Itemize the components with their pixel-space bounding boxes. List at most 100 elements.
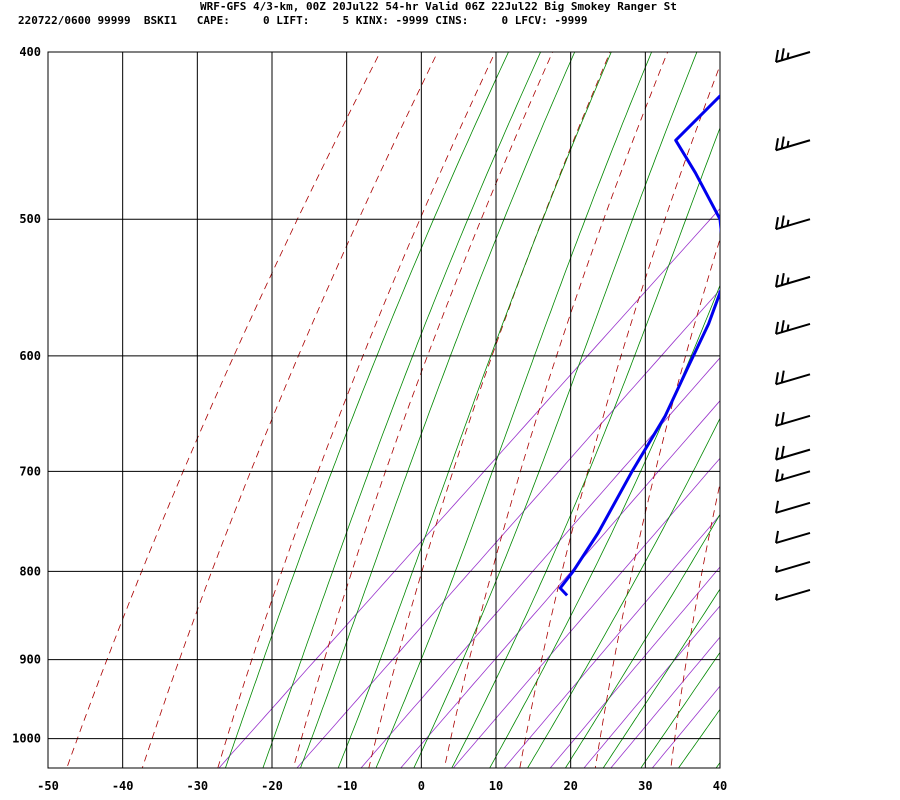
moist-adiabat-line	[375, 52, 653, 768]
y-tick-label: 500	[19, 212, 41, 226]
dry-adiabat-line	[443, 52, 669, 768]
mixing-ratio-line	[583, 605, 720, 768]
moist-adiabat-line	[715, 761, 720, 768]
wind-barb-flag	[775, 372, 779, 385]
wind-barb-flag	[780, 136, 785, 149]
x-tick-label: -40	[112, 779, 134, 793]
y-tick-label: 700	[19, 464, 41, 478]
wind-barb	[775, 320, 811, 335]
wind-barb-flag	[775, 500, 779, 513]
mixing-ratio-line	[400, 400, 720, 768]
mixing-ratio-line	[549, 566, 720, 768]
wind-barb-half-flag	[786, 140, 790, 148]
mixing-ratio-line	[360, 357, 720, 768]
wind-barb-flag	[780, 370, 785, 383]
sounding-series	[558, 52, 900, 597]
wind-barb-staff	[775, 470, 811, 483]
wind-barb	[775, 469, 811, 483]
chart-title: WRF-GFS 4/3-km, 00Z 20Jul22 54-hr Valid …	[200, 0, 677, 13]
x-tick-label: 0	[418, 779, 425, 793]
x-tick-label: -10	[336, 779, 358, 793]
wind-barb-half-flag	[786, 219, 790, 226]
background-lines	[66, 14, 900, 783]
wind-barbs	[775, 48, 811, 601]
y-tick-label: 800	[19, 564, 41, 578]
temperature-line	[768, 52, 900, 597]
wind-barb-flag	[775, 530, 779, 544]
moist-adiabat-line	[743, 14, 900, 783]
mixing-ratio-line	[503, 514, 720, 768]
x-tick-label: -30	[186, 779, 208, 793]
dry-adiabat-line	[217, 52, 496, 768]
wind-barb	[775, 588, 811, 601]
moist-adiabat-line	[818, 14, 900, 783]
wind-barb-staff	[775, 51, 811, 63]
wind-barb	[775, 411, 811, 427]
moist-adiabat-line	[678, 708, 720, 768]
y-tick-label: 1000	[12, 732, 41, 746]
moist-adiabat-line	[780, 14, 900, 783]
wind-barb-flag	[780, 320, 785, 333]
wind-barb-staff	[775, 561, 811, 573]
dry-adiabat-line	[141, 52, 439, 768]
x-tick-label: 20	[563, 779, 577, 793]
chart-header: WRF-GFS 4/3-km, 00Z 20Jul22 54-hr Valid …	[0, 0, 900, 40]
mixing-ratio-line	[452, 457, 720, 768]
wind-barb	[775, 273, 811, 288]
dry-adiabat-line	[594, 237, 720, 768]
wind-barb	[775, 215, 811, 231]
wind-barb-flag	[775, 217, 779, 230]
wind-barb-flag	[780, 48, 785, 61]
wind-barb-flag	[780, 411, 785, 425]
x-tick-label: -20	[261, 779, 283, 793]
wind-barb-staff	[775, 501, 811, 514]
x-tick-label: 10	[489, 779, 503, 793]
moist-adiabat-line	[451, 126, 720, 768]
wind-barb-flag	[775, 274, 779, 288]
wind-barb-half-flag	[775, 593, 778, 601]
moist-adiabat-line	[224, 52, 509, 768]
mixing-ratio-line	[651, 685, 720, 768]
dry-adiabat-line	[66, 52, 381, 768]
wind-barb-flag	[780, 215, 785, 228]
plot-frame	[47, 51, 721, 769]
dry-adiabat-line	[292, 52, 554, 768]
wind-barb-staff	[775, 218, 811, 231]
wind-barb	[775, 530, 811, 544]
wind-barb-flag	[775, 321, 779, 335]
wind-barb-staff	[775, 275, 811, 288]
wind-barb-half-flag	[780, 473, 784, 480]
station-info-line: 220722/0600 99999 BSKI1 CAPE: 0 LIFT: 5 …	[18, 14, 588, 27]
wind-barb-staff	[775, 414, 811, 427]
moist-adiabat-line	[413, 52, 698, 768]
mixing-ratio-line	[296, 289, 720, 768]
grid-lines	[48, 52, 720, 768]
moist-adiabat-line	[300, 52, 576, 768]
wind-barb	[775, 370, 811, 386]
y-tick-label: 900	[19, 653, 41, 667]
mixing-ratio-line	[218, 207, 720, 768]
moist-adiabat-line	[337, 52, 612, 768]
wind-barb	[775, 500, 811, 514]
wind-barb-flag	[775, 413, 779, 426]
x-tick-label: -50	[37, 779, 59, 793]
wind-barb-staff	[775, 373, 811, 386]
wind-barb-half-flag	[786, 277, 790, 284]
moist-adiabat-line	[262, 52, 542, 768]
wind-barb-flag	[780, 273, 785, 286]
wind-barb-half-flag	[786, 52, 790, 59]
dewpoint-line	[558, 93, 720, 597]
wind-barb-flag	[775, 49, 779, 63]
wind-barb-half-flag	[775, 565, 778, 573]
y-axis-ticks: 400 500 600 700 800 900 1000	[12, 45, 41, 746]
moist-adiabat-line	[640, 651, 720, 768]
wind-barb	[775, 445, 811, 461]
wind-barb-flag	[775, 138, 779, 151]
wind-barb-staff	[775, 448, 811, 461]
wind-barb-flag	[775, 469, 779, 482]
moist-adiabat-line	[489, 284, 720, 768]
y-tick-label: 400	[19, 45, 41, 59]
moist-adiabat-line	[527, 417, 720, 768]
wind-barb-half-flag	[786, 324, 790, 331]
